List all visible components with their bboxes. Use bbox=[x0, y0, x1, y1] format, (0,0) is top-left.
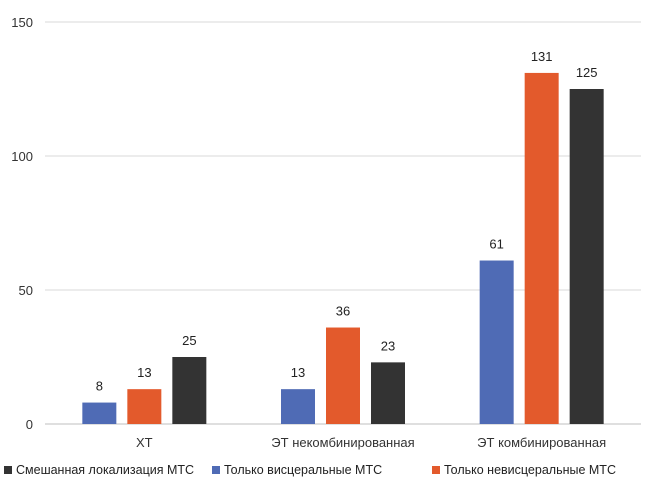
data-label-2-2: 36 bbox=[336, 304, 350, 319]
legend-item-visceral: Только висцеральные МТС bbox=[212, 463, 382, 477]
legend-label-visceral: Только висцеральные МТС bbox=[224, 463, 383, 477]
bar-1-2 bbox=[127, 389, 162, 424]
legend-label-nonvisceral: Только невисцеральные МТС bbox=[444, 463, 616, 477]
y-tick-label-150: 150 bbox=[11, 15, 33, 30]
data-label-2-3: 23 bbox=[381, 338, 395, 353]
y-tick-label-0: 0 bbox=[26, 417, 33, 432]
data-label-3-3: 125 bbox=[576, 65, 598, 80]
data-label-1-1: 8 bbox=[96, 379, 103, 394]
bar-1-1 bbox=[82, 402, 117, 424]
legend-label-mixed: Смешанная локализация МТС bbox=[16, 463, 195, 477]
legend-swatch-nonvisceral bbox=[432, 465, 440, 474]
legend-item-nonvisceral: Только невисцеральные МТС bbox=[432, 463, 616, 477]
data-label-3-2: 131 bbox=[531, 49, 553, 64]
data-label-2-1: 13 bbox=[291, 365, 305, 380]
bar-3-2 bbox=[524, 72, 559, 425]
category-label-1: ХТ bbox=[136, 435, 153, 450]
legend-swatch-mixed bbox=[4, 465, 12, 474]
bar-3-3 bbox=[569, 89, 604, 424]
bar-chart: 0 50 100 150 8 13 25 ХТ 13 36 23 ЭТ некомбинированн… bbox=[11, 15, 641, 450]
data-label-1-3: 25 bbox=[182, 333, 196, 348]
y-tick-label-50: 50 bbox=[19, 283, 33, 298]
category-label-2: ЭТ некомбинированная bbox=[271, 435, 414, 450]
legend-item-mixed: Смешанная локализация МТС bbox=[4, 463, 194, 477]
bar-3-1 bbox=[479, 260, 514, 424]
category-label-3: ЭТ комбинированная bbox=[477, 435, 606, 450]
bar-2-1 bbox=[281, 389, 315, 424]
legend: Смешанная локализация МТС Только висцера… bbox=[4, 463, 649, 483]
bar-2-3 bbox=[371, 362, 405, 424]
bar-1-3 bbox=[172, 357, 207, 424]
data-label-3-1: 61 bbox=[489, 237, 503, 252]
legend-swatch-visceral bbox=[212, 465, 220, 474]
data-label-1-2: 13 bbox=[137, 365, 151, 380]
bar-2-2 bbox=[326, 327, 360, 424]
y-tick-label-100: 100 bbox=[11, 149, 33, 164]
